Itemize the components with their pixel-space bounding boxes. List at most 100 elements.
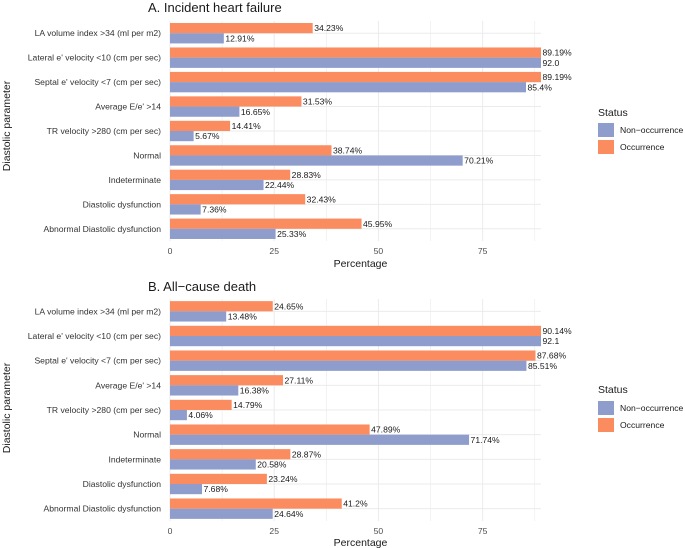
data-label-non-occurrence: 5.67% [195, 131, 220, 141]
data-label-non-occurrence: 7.36% [202, 205, 227, 215]
legend-label-non-occurrence: Non−occurrence [620, 125, 684, 135]
x-axis-title-b: Percentage [334, 537, 388, 548]
data-label-occurrence: 31.53% [303, 97, 333, 107]
legend-swatch-non-occurrence [598, 401, 614, 415]
bar-non-occurrence [170, 336, 541, 347]
bar-non-occurrence [170, 33, 224, 44]
bar-non-occurrence [170, 82, 526, 93]
data-label-occurrence: 24.65% [274, 301, 304, 311]
bar-occurrence [170, 169, 291, 180]
bar-non-occurrence [170, 459, 256, 470]
bar-occurrence [170, 23, 313, 34]
data-label-occurrence: 27.11% [285, 375, 314, 385]
bar-occurrence [170, 96, 302, 107]
bar-non-occurrence [170, 410, 187, 421]
bar-non-occurrence [170, 131, 194, 142]
bar-non-occurrence [170, 228, 276, 239]
data-label-occurrence: 90.14% [543, 326, 573, 336]
legend-label-non-occurrence: Non−occurrence [620, 403, 684, 413]
bar-non-occurrence [170, 57, 541, 68]
category-label: TR velocity >280 (cm per sec) [47, 126, 162, 136]
data-label-non-occurrence: 85.51% [528, 361, 558, 371]
bar-non-occurrence [170, 204, 201, 215]
data-label-non-occurrence: 20.58% [257, 460, 287, 470]
bar-occurrence [170, 375, 284, 386]
bar-occurrence [170, 194, 306, 205]
category-label: LA volume index >34 (ml per m2) [35, 28, 161, 38]
x-axis-title-a: Percentage [334, 258, 388, 270]
bar-occurrence [170, 424, 370, 435]
data-label-non-occurrence: 70.21% [464, 156, 494, 166]
bar-occurrence [170, 325, 541, 336]
panel-title-b: B. All−cause death [148, 279, 256, 294]
x-tick-label: 50 [374, 526, 384, 536]
bar-occurrence [170, 218, 362, 229]
y-axis-title-a: Diastolic parameter [1, 80, 13, 171]
category-label: LA volume index >34 (ml per m2) [35, 306, 161, 316]
data-label-occurrence: 38.74% [333, 145, 363, 155]
x-tick-label: 75 [478, 526, 488, 536]
bar-occurrence [170, 145, 332, 156]
data-label-non-occurrence: 25.33% [277, 229, 307, 239]
category-label: TR velocity >280 (cm per sec) [47, 405, 162, 415]
legend-swatch-occurrence [598, 418, 614, 432]
data-label-non-occurrence: 22.44% [265, 180, 295, 190]
bar-non-occurrence [170, 360, 527, 371]
legend-swatch-occurrence [598, 140, 614, 154]
data-label-occurrence: 23.24% [268, 474, 298, 484]
category-label: Lateral e' velocity <10 (cm per sec) [28, 331, 161, 341]
legend-title: Status [598, 384, 628, 396]
data-label-non-occurrence: 85.4% [527, 82, 552, 92]
bar-non-occurrence [170, 155, 463, 166]
data-label-non-occurrence: 16.38% [240, 386, 270, 396]
bar-occurrence [170, 498, 342, 509]
bar-occurrence [170, 449, 291, 460]
y-axis-title-b: Diastolic parameter [1, 362, 13, 453]
data-label-occurrence: 28.83% [292, 170, 322, 180]
bar-non-occurrence [170, 179, 264, 191]
x-tick-label: 75 [478, 246, 488, 256]
bar-occurrence [170, 47, 541, 58]
bar-occurrence [170, 473, 267, 484]
data-label-occurrence: 41.2% [343, 499, 368, 509]
data-label-non-occurrence: 16.65% [241, 107, 271, 117]
bar-non-occurrence [170, 106, 240, 117]
category-label: Septal e' velocity <7 (cm per sec) [34, 356, 161, 366]
data-label-occurrence: 89.19% [543, 48, 573, 58]
data-label-non-occurrence: 13.48% [228, 312, 258, 322]
bar-occurrence [170, 120, 231, 131]
x-tick-label: 50 [374, 246, 384, 256]
category-label: Abnormal Diastolic dysfunction [43, 504, 161, 514]
data-label-occurrence: 14.79% [233, 400, 263, 410]
category-label: Septal e' velocity <7 (cm per sec) [34, 77, 161, 87]
data-label-occurrence: 32.43% [307, 194, 337, 204]
data-label-non-occurrence: 92.0 [543, 58, 560, 68]
legend-swatch-non-occurrence [598, 123, 614, 137]
data-label-non-occurrence: 71.74% [471, 435, 501, 445]
category-label: Diastolic dysfunction [83, 199, 162, 209]
category-label: Normal [133, 430, 161, 440]
bar-non-occurrence [170, 434, 470, 445]
panel-title-a: A. Incident heart failure [148, 0, 282, 15]
x-tick-label: 0 [168, 526, 173, 536]
legend-b: Status Non−occurrence Occurrence [598, 384, 684, 432]
data-label-occurrence: 47.89% [371, 425, 401, 435]
category-label: Lateral e' velocity <10 (cm per sec) [28, 53, 161, 63]
data-label-occurrence: 14.41% [232, 121, 262, 131]
data-label-non-occurrence: 4.06% [188, 410, 213, 420]
data-label-non-occurrence: 7.68% [204, 484, 229, 494]
bar-occurrence [170, 71, 541, 83]
data-label-occurrence: 45.95% [363, 219, 393, 229]
legend-label-occurrence: Occurrence [620, 420, 665, 430]
bar-occurrence [170, 301, 273, 312]
data-label-non-occurrence: 24.64% [274, 509, 304, 519]
bar-non-occurrence [170, 385, 239, 396]
data-label-non-occurrence: 12.91% [225, 33, 255, 43]
data-label-occurrence: 89.19% [543, 72, 573, 82]
legend-a: Status Non−occurrence Occurrence [598, 107, 684, 154]
data-label-non-occurrence: 92.1 [543, 336, 560, 346]
x-tick-label: 0 [168, 246, 173, 256]
category-label: Average E/e' >14 [95, 102, 161, 112]
category-label: Average E/e' >14 [95, 380, 161, 390]
